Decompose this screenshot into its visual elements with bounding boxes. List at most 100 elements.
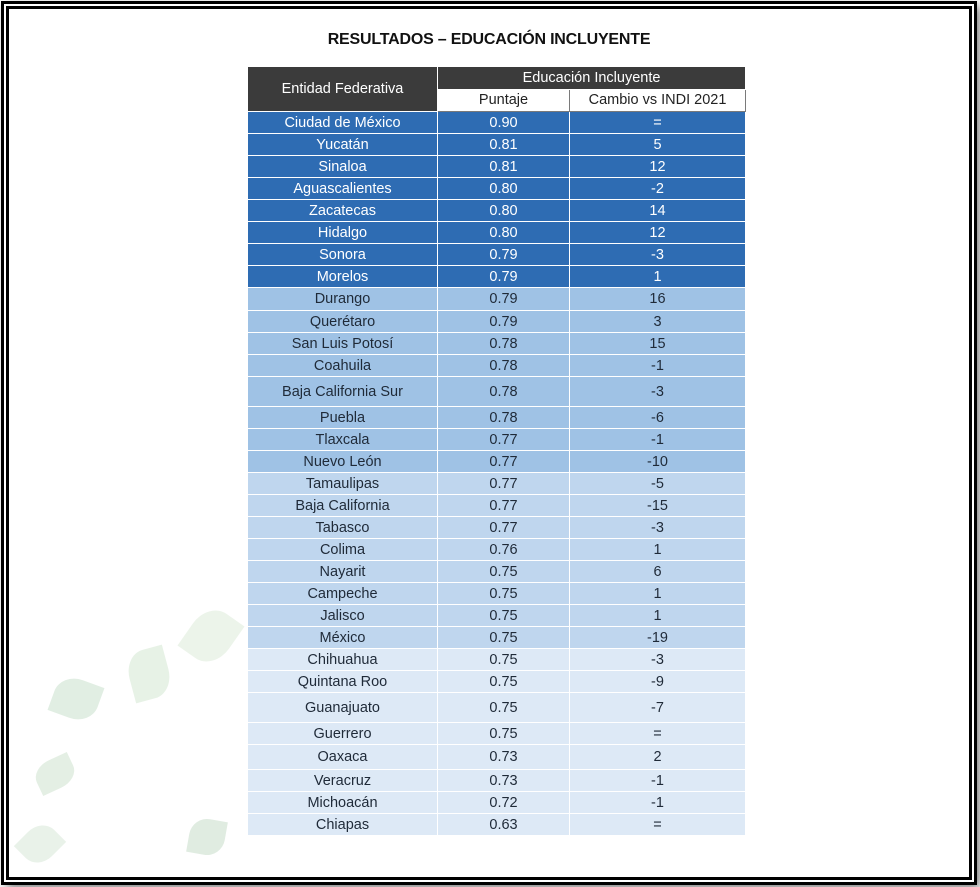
cell-entidad: Durango — [247, 287, 438, 311]
table-row: Querétaro 0.79 3 — [247, 310, 746, 333]
table-row: San Luis Potosí 0.78 15 — [247, 332, 746, 355]
cell-cambio: -3 — [569, 376, 746, 407]
page-title: RESULTADOS – EDUCACIÓN INCLUYENTE — [327, 31, 651, 48]
cell-cambio: -2 — [569, 177, 746, 200]
cell-cambio: -1 — [569, 769, 746, 792]
leaf-decoration — [47, 672, 105, 726]
table-row: Quintana Roo 0.75 -9 — [247, 670, 746, 693]
table-row: Campeche 0.75 1 — [247, 582, 746, 605]
leaf-decoration — [123, 644, 175, 704]
cell-puntaje: 0.79 — [437, 287, 570, 311]
header-group: Educación Incluyente — [437, 66, 746, 90]
cell-puntaje: 0.78 — [437, 406, 570, 429]
cell-entidad: Baja California Sur — [247, 376, 438, 407]
cell-puntaje: 0.76 — [437, 538, 570, 561]
table-row: Durango 0.79 16 — [247, 287, 746, 311]
cell-entidad: Baja California — [247, 494, 438, 517]
cell-cambio: -10 — [569, 450, 746, 473]
table-row: Colima 0.76 1 — [247, 538, 746, 561]
cell-puntaje: 0.77 — [437, 472, 570, 495]
cell-entidad: Guanajuato — [247, 692, 438, 723]
cell-cambio: -15 — [569, 494, 746, 517]
header-puntaje: Puntaje — [437, 88, 570, 112]
table-row: Morelos 0.79 1 — [247, 265, 746, 288]
cell-puntaje: 0.63 — [437, 813, 570, 836]
cell-puntaje: 0.77 — [437, 450, 570, 473]
cell-puntaje: 0.75 — [437, 692, 570, 723]
cell-puntaje: 0.75 — [437, 648, 570, 671]
cell-cambio: 12 — [569, 155, 746, 178]
table-row: Nayarit 0.75 6 — [247, 560, 746, 583]
cell-entidad: Puebla — [247, 406, 438, 429]
cell-cambio: -3 — [569, 516, 746, 539]
table-row: Aguascalientes 0.80 -2 — [247, 177, 746, 200]
cell-entidad: Sonora — [247, 243, 438, 266]
cell-cambio: 2 — [569, 744, 746, 770]
cell-entidad: Morelos — [247, 265, 438, 288]
cell-entidad: Tabasco — [247, 516, 438, 539]
cell-puntaje: 0.80 — [437, 199, 570, 222]
cell-puntaje: 0.79 — [437, 243, 570, 266]
cell-entidad: Querétaro — [247, 310, 438, 333]
cell-puntaje: 0.79 — [437, 265, 570, 288]
table-row: Coahuila 0.78 -1 — [247, 354, 746, 377]
cell-entidad: Ciudad de México — [247, 111, 438, 134]
cell-cambio: -5 — [569, 472, 746, 495]
table-row: Veracruz 0.73 -1 — [247, 769, 746, 792]
table-row: Guanajuato 0.75 -7 — [247, 692, 746, 723]
table-row: Chiapas 0.63 = — [247, 813, 746, 836]
table-row: Jalisco 0.75 1 — [247, 604, 746, 627]
cell-cambio: 16 — [569, 287, 746, 311]
cell-puntaje: 0.80 — [437, 221, 570, 244]
results-table: Entidad Federativa Educación Incluyente … — [247, 66, 746, 836]
cell-puntaje: 0.75 — [437, 604, 570, 627]
cell-puntaje: 0.75 — [437, 560, 570, 583]
table-row: México 0.75 -19 — [247, 626, 746, 649]
cell-cambio: = — [569, 813, 746, 836]
cell-puntaje: 0.80 — [437, 177, 570, 200]
cell-cambio: 1 — [569, 604, 746, 627]
table-row: Nuevo León 0.77 -10 — [247, 450, 746, 473]
cell-puntaje: 0.77 — [437, 428, 570, 451]
cell-cambio: 12 — [569, 221, 746, 244]
cell-entidad: Oaxaca — [247, 744, 438, 770]
cell-cambio: = — [569, 111, 746, 134]
cell-cambio: 14 — [569, 199, 746, 222]
leaf-decoration — [186, 816, 228, 858]
cell-cambio: -1 — [569, 791, 746, 814]
table-row: Oaxaca 0.73 2 — [247, 744, 746, 770]
cell-entidad: Veracruz — [247, 769, 438, 792]
cell-puntaje: 0.73 — [437, 744, 570, 770]
cell-cambio: 3 — [569, 310, 746, 333]
cell-entidad: San Luis Potosí — [247, 332, 438, 355]
table-body: Ciudad de México 0.90 = Yucatán 0.81 5 Sinaloa… — [247, 111, 746, 836]
leaf-decoration — [13, 817, 67, 871]
cell-entidad: Nuevo León — [247, 450, 438, 473]
cell-cambio: 6 — [569, 560, 746, 583]
cell-entidad: Chiapas — [247, 813, 438, 836]
cell-cambio: 15 — [569, 332, 746, 355]
table-row: Tamaulipas 0.77 -5 — [247, 472, 746, 495]
cell-cambio: 1 — [569, 582, 746, 605]
table-row: Ciudad de México 0.90 = — [247, 111, 746, 134]
cell-puntaje: 0.90 — [437, 111, 570, 134]
cell-entidad: Sinaloa — [247, 155, 438, 178]
cell-entidad: Yucatán — [247, 133, 438, 156]
cell-puntaje: 0.72 — [437, 791, 570, 814]
cell-puntaje: 0.81 — [437, 133, 570, 156]
table-row: Zacatecas 0.80 14 — [247, 199, 746, 222]
cell-puntaje: 0.78 — [437, 354, 570, 377]
cell-entidad: Guerrero — [247, 722, 438, 745]
table-row: Puebla 0.78 -6 — [247, 406, 746, 429]
cell-puntaje: 0.75 — [437, 582, 570, 605]
table-row: Baja California 0.77 -15 — [247, 494, 746, 517]
slide-frame: RESULTADOS – EDUCACIÓN INCLUYENTE Entida… — [6, 6, 972, 880]
cell-entidad: Chihuahua — [247, 648, 438, 671]
leaf-decoration — [30, 751, 80, 797]
cell-cambio: 1 — [569, 265, 746, 288]
cell-puntaje: 0.78 — [437, 376, 570, 407]
table-row: Tlaxcala 0.77 -1 — [247, 428, 746, 451]
cell-puntaje: 0.75 — [437, 722, 570, 745]
cell-entidad: México — [247, 626, 438, 649]
cell-cambio: -3 — [569, 648, 746, 671]
